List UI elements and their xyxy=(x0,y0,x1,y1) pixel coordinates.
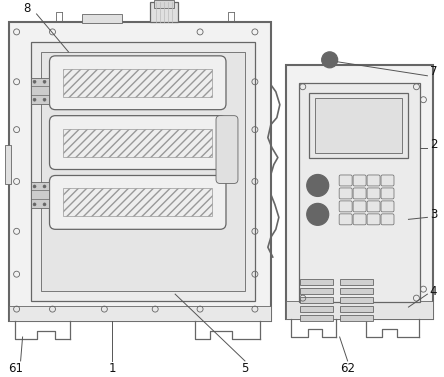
Bar xyxy=(40,52,245,291)
Bar xyxy=(154,0,174,8)
Bar xyxy=(315,98,402,153)
FancyBboxPatch shape xyxy=(367,188,380,199)
Circle shape xyxy=(312,208,324,220)
Circle shape xyxy=(326,56,334,64)
Circle shape xyxy=(43,98,46,101)
Circle shape xyxy=(33,203,36,206)
Circle shape xyxy=(322,52,337,68)
Circle shape xyxy=(43,80,46,83)
FancyBboxPatch shape xyxy=(339,188,352,199)
Text: 2: 2 xyxy=(430,138,437,151)
Circle shape xyxy=(43,185,46,188)
Circle shape xyxy=(33,98,36,101)
Bar xyxy=(63,69,212,97)
FancyBboxPatch shape xyxy=(381,201,394,212)
Bar xyxy=(340,297,373,303)
Text: 7: 7 xyxy=(430,65,437,78)
Bar xyxy=(63,129,212,156)
Text: 62: 62 xyxy=(340,362,355,375)
FancyBboxPatch shape xyxy=(353,201,366,212)
FancyBboxPatch shape xyxy=(381,214,394,225)
Bar xyxy=(31,78,48,104)
Text: 61: 61 xyxy=(8,362,23,375)
FancyBboxPatch shape xyxy=(381,188,394,199)
Bar xyxy=(340,315,373,321)
Bar xyxy=(340,306,373,312)
Circle shape xyxy=(307,204,329,225)
Text: 3: 3 xyxy=(430,208,437,221)
Circle shape xyxy=(43,203,46,206)
Text: 1: 1 xyxy=(109,362,116,375)
Bar xyxy=(8,22,271,321)
Bar xyxy=(286,301,433,319)
Text: 5: 5 xyxy=(241,362,249,375)
FancyBboxPatch shape xyxy=(353,175,366,186)
Bar xyxy=(31,182,48,208)
Circle shape xyxy=(307,175,329,196)
Bar xyxy=(4,144,11,184)
FancyBboxPatch shape xyxy=(339,214,352,225)
Bar xyxy=(340,288,373,294)
FancyBboxPatch shape xyxy=(353,214,366,225)
Circle shape xyxy=(33,185,36,188)
Bar xyxy=(63,188,212,216)
FancyBboxPatch shape xyxy=(50,56,226,110)
FancyBboxPatch shape xyxy=(367,175,380,186)
Circle shape xyxy=(33,80,36,83)
Bar xyxy=(300,288,333,294)
Bar xyxy=(8,306,271,321)
FancyBboxPatch shape xyxy=(367,214,380,225)
Bar xyxy=(299,83,420,302)
Bar xyxy=(300,297,333,303)
FancyBboxPatch shape xyxy=(367,201,380,212)
FancyBboxPatch shape xyxy=(50,116,226,170)
Bar xyxy=(300,315,333,321)
Circle shape xyxy=(312,179,324,192)
Bar xyxy=(83,14,122,23)
Bar xyxy=(150,2,178,22)
Text: 4: 4 xyxy=(430,285,437,297)
FancyBboxPatch shape xyxy=(339,201,352,212)
FancyBboxPatch shape xyxy=(381,175,394,186)
FancyBboxPatch shape xyxy=(353,188,366,199)
Bar xyxy=(300,306,333,312)
FancyBboxPatch shape xyxy=(50,175,226,229)
Bar xyxy=(31,42,255,301)
FancyBboxPatch shape xyxy=(339,175,352,186)
FancyBboxPatch shape xyxy=(216,116,238,184)
Bar xyxy=(300,279,333,285)
Bar xyxy=(309,93,408,158)
Text: 8: 8 xyxy=(23,3,30,15)
Bar xyxy=(340,279,373,285)
Bar xyxy=(286,65,433,319)
